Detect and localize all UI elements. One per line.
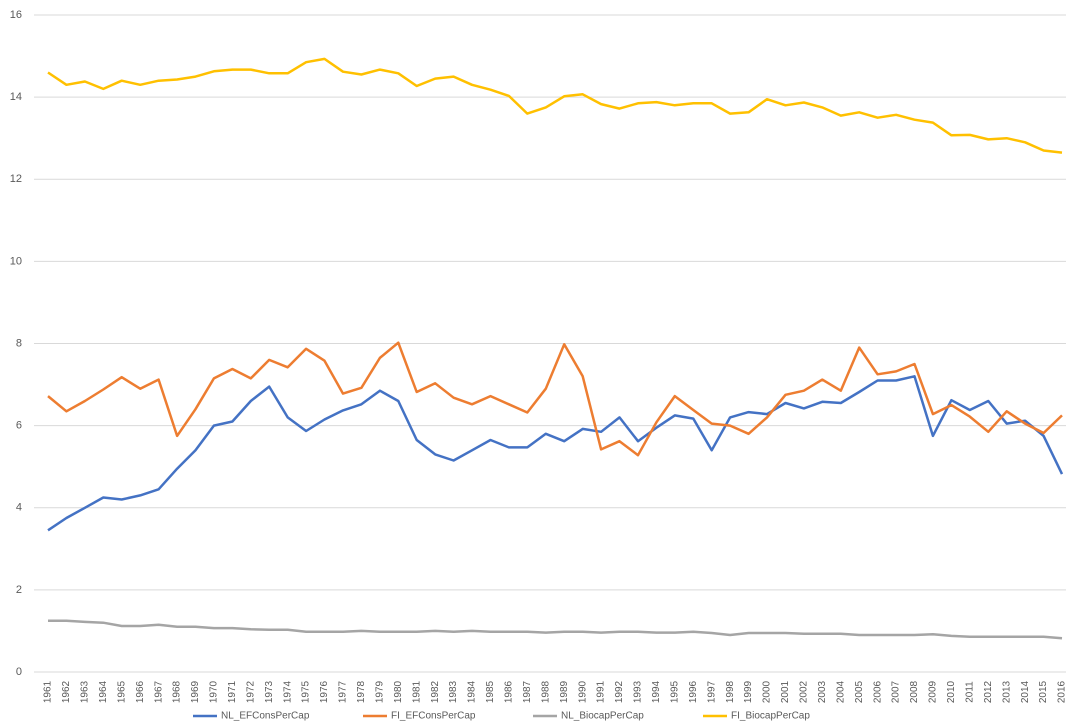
x-tick-label: 1965 (116, 680, 127, 703)
x-tick-label: 2003 (817, 680, 828, 703)
x-tick-label: 1985 (485, 680, 496, 703)
x-tick-label: 1998 (725, 680, 736, 703)
y-tick-label: 4 (16, 502, 22, 514)
x-tick-label: 1970 (209, 680, 220, 703)
x-tick-label: 1972 (245, 680, 256, 703)
x-tick-label: 2014 (1020, 680, 1031, 703)
x-tick-label: 1987 (522, 680, 533, 703)
legend-label: NL_EFConsPerCap (221, 711, 310, 722)
x-tick-label: 1971 (227, 680, 238, 703)
x-tick-label: 1969 (190, 680, 201, 703)
x-tick-label: 1961 (43, 680, 54, 703)
x-tick-label: 1973 (264, 680, 275, 703)
x-tick-label: 1981 (411, 680, 422, 703)
x-tick-label: 1996 (688, 680, 699, 703)
x-tick-label: 1982 (430, 680, 441, 703)
x-tick-label: 1999 (743, 680, 754, 703)
x-tick-label: 2009 (928, 680, 939, 703)
y-tick-label: 0 (16, 666, 22, 678)
x-tick-label: 1975 (301, 680, 312, 703)
x-tick-label: 2016 (1057, 680, 1067, 703)
x-tick-label: 1962 (61, 680, 72, 703)
x-tick-label: 1988 (540, 680, 551, 703)
x-tick-label: 2007 (891, 680, 902, 703)
x-tick-label: 2002 (799, 680, 810, 703)
series-line (47, 375, 1064, 532)
x-tick-label: 2001 (780, 680, 791, 703)
x-tick-label: 1968 (172, 680, 183, 703)
series-line (47, 57, 1063, 154)
series-line (47, 341, 1063, 457)
x-tick-label: 1992 (614, 680, 625, 703)
x-tick-label: 1989 (559, 680, 570, 703)
x-tick-label: 2000 (762, 680, 773, 703)
series-line (48, 619, 1063, 640)
x-tick-label: 2004 (835, 680, 846, 703)
x-tick-label: 1984 (467, 680, 478, 703)
x-tick-label: 1976 (319, 680, 330, 703)
x-tick-label: 1966 (135, 680, 146, 703)
x-tick-label: 2015 (1038, 680, 1049, 703)
x-tick-label: 1991 (596, 680, 607, 703)
x-tick-label: 1994 (651, 680, 662, 703)
x-tick-label: 1983 (448, 680, 459, 703)
y-tick-label: 8 (16, 337, 22, 349)
x-tick-label: 1995 (669, 680, 680, 703)
x-tick-label: 1990 (577, 680, 588, 703)
x-tick-label: 1967 (153, 680, 164, 703)
x-tick-label: 2011 (964, 681, 975, 703)
x-tick-label: 1997 (706, 680, 717, 703)
legend-label: FI_BiocapPerCap (731, 711, 810, 722)
x-tick-label: 1964 (98, 680, 109, 703)
x-tick-label: 2010 (946, 680, 957, 703)
x-tick-label: 1977 (338, 680, 349, 703)
x-tick-label: 1986 (504, 680, 515, 703)
x-tick-label: 1963 (80, 680, 91, 703)
y-tick-label: 6 (16, 420, 22, 432)
x-tick-label: 1974 (282, 680, 293, 703)
legend-label: FI_EFConsPerCap (391, 711, 476, 722)
x-tick-label: 1980 (393, 680, 404, 703)
legend-label: NL_BiocapPerCap (561, 711, 644, 722)
x-tick-label: 2013 (1001, 680, 1012, 703)
y-tick-label: 2 (16, 584, 22, 596)
x-tick-label: 2012 (983, 680, 994, 703)
x-tick-label: 2008 (909, 680, 920, 703)
x-tick-label: 2005 (854, 680, 865, 703)
x-tick-label: 1978 (356, 680, 367, 703)
x-tick-label: 1993 (633, 680, 644, 703)
x-tick-label: 2006 (872, 680, 883, 703)
y-tick-label: 14 (10, 91, 22, 103)
y-tick-label: 12 (10, 173, 22, 185)
y-tick-label: 10 (10, 255, 22, 267)
x-tick-label: 1979 (374, 680, 385, 703)
y-tick-label: 16 (10, 9, 22, 21)
